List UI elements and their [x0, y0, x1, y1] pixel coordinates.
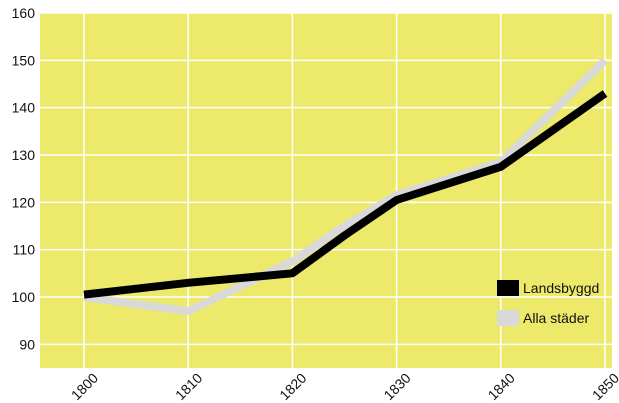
legend-label-alla-stader: Alla städer [523, 310, 589, 326]
x-tick-label: 1820 [276, 370, 309, 403]
y-tick-label: 160 [12, 5, 36, 21]
x-tick-label: 1840 [485, 370, 518, 403]
legend: Landsbyggd Alla städer [497, 280, 599, 326]
y-tick-label: 90 [19, 336, 35, 352]
plot-background [40, 13, 612, 368]
y-tick-label: 120 [12, 194, 36, 210]
x-tick-label: 1800 [68, 370, 101, 403]
y-axis-ticks: 90 100 110 120 130 140 150 160 [12, 5, 36, 352]
y-tick-label: 140 [12, 100, 36, 116]
y-tick-label: 150 [12, 52, 36, 68]
x-tick-label: 1810 [172, 370, 205, 403]
y-tick-label: 100 [12, 289, 36, 305]
legend-swatch-alla-stader [497, 310, 519, 326]
series-line-landsbyggd [83, 90, 608, 299]
y-tick-label: 130 [12, 147, 36, 163]
legend-label-landsbyggd: Landsbyggd [523, 280, 599, 296]
y-tick-label: 110 [13, 242, 36, 258]
x-axis-ticks: 1800 1810 1820 1830 1840 1850 [68, 370, 619, 403]
series-lines [83, 57, 608, 316]
x-tick-label: 1830 [380, 370, 413, 403]
legend-swatch-landsbyggd [497, 280, 519, 296]
x-tick-label: 1850 [589, 370, 619, 403]
